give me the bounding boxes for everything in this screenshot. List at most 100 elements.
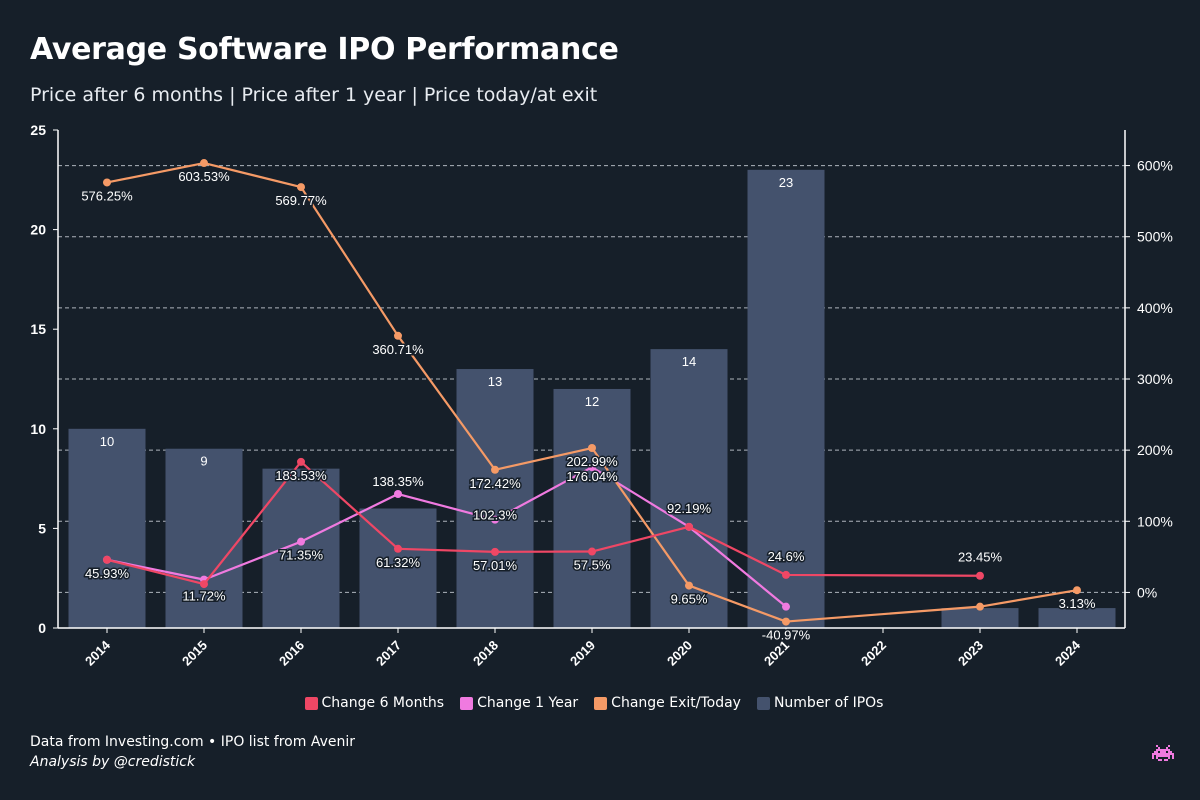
legend-label: Change 1 Year xyxy=(477,695,579,711)
bar-label: 10 xyxy=(100,434,114,449)
line-change-exit-point xyxy=(976,602,984,611)
line-change-1y-label: 138.35% xyxy=(372,474,424,489)
y-left-tick-label: 15 xyxy=(30,321,46,337)
line-change-exit-point xyxy=(103,178,111,187)
line-change-1y-point xyxy=(394,490,402,499)
bar xyxy=(68,428,146,628)
line-change-6m-label: 24.6% xyxy=(768,549,805,564)
y-right-tick-label: 0% xyxy=(1137,584,1157,600)
line-change-6m-label: 92.19% xyxy=(667,501,712,516)
y-right-tick-label: 300% xyxy=(1137,371,1173,387)
bar xyxy=(941,608,1019,628)
line-change-6m-label: 57.01% xyxy=(473,558,518,573)
bar xyxy=(359,508,437,628)
line-change-exit-point xyxy=(685,581,693,590)
credit-note: Analysis by @credistick xyxy=(30,754,196,770)
bar xyxy=(1038,608,1116,628)
line-change-6m-point xyxy=(491,547,499,556)
line-change-exit-point xyxy=(1073,586,1081,595)
legend: Change 6 Months Change 1 Year Change Exi… xyxy=(0,695,1188,711)
x-tick-label: 2017 xyxy=(373,638,404,669)
line-change-exit-label: 603.53% xyxy=(178,169,230,184)
line-change-6m-point xyxy=(394,544,402,553)
bar-label: 12 xyxy=(585,394,599,409)
bar xyxy=(747,169,825,628)
line-change-1y-point xyxy=(297,537,305,546)
line-change-exit-label: 360.71% xyxy=(372,342,424,357)
legend-item-change-1y[interactable]: Change 1 Year xyxy=(460,695,578,711)
x-tick-label: 2024 xyxy=(1052,637,1084,669)
x-tick-label: 2014 xyxy=(82,637,114,669)
chart-subtitle: Price after 6 months | Price after 1 yea… xyxy=(30,84,598,106)
bar xyxy=(456,369,534,628)
line-change-1y-label: 102.3% xyxy=(473,508,518,523)
bar-label: 13 xyxy=(488,374,502,389)
line-change-6m-point xyxy=(685,522,693,531)
line-change-exit-point xyxy=(297,183,305,192)
line-change-6m-point xyxy=(200,580,208,589)
line-change-1y-label: 45.93% xyxy=(85,566,130,581)
line-change-6m-point xyxy=(297,457,305,466)
y-left-tick-label: 25 xyxy=(30,122,46,138)
y-right-tick-label: 100% xyxy=(1137,513,1173,529)
line-change-exit-label: 9.65% xyxy=(671,592,708,607)
chart-title: Average Software IPO Performance xyxy=(30,32,619,67)
legend-item-change-6m[interactable]: Change 6 Months xyxy=(304,695,445,711)
bar xyxy=(165,448,243,628)
space-invader-icon xyxy=(1152,745,1174,761)
line-change-1y-point xyxy=(588,463,596,472)
bar-label: 23 xyxy=(779,175,793,190)
line-change-6m-label: 183.53% xyxy=(275,468,327,483)
line-change-1y-point xyxy=(782,602,790,611)
line-change-6m-label: 23.45% xyxy=(958,550,1003,565)
y-left-tick-label: 10 xyxy=(30,421,46,437)
line-change-exit-label: 569.77% xyxy=(275,193,327,208)
y-left-tick-label: 5 xyxy=(38,520,46,536)
legend-label: Change Exit/Today xyxy=(611,695,741,711)
x-tick-label: 2023 xyxy=(955,638,986,669)
line-change-1y-label: 71.35% xyxy=(279,548,324,563)
y-right-tick-label: 200% xyxy=(1137,442,1173,458)
line-change-exit-point xyxy=(588,444,596,453)
x-tick-label: 2018 xyxy=(470,638,501,669)
legend-label: Change 6 Months xyxy=(321,695,445,711)
line-change-exit-label: 3.13% xyxy=(1059,596,1096,611)
line-change-6m-label: 61.32% xyxy=(376,555,421,570)
y-left-tick-label: 0 xyxy=(38,620,46,636)
line-change-exit-point xyxy=(491,465,499,474)
legend-swatch-change-6m xyxy=(304,696,318,710)
legend-item-ipos[interactable]: Number of IPOs xyxy=(756,695,884,711)
line-change-6m-label: 11.72% xyxy=(182,589,226,604)
legend-swatch-change-exit xyxy=(594,696,608,710)
line-change-1y-point xyxy=(491,515,499,524)
x-tick-label: 2015 xyxy=(179,638,210,669)
legend-item-change-exit[interactable]: Change Exit/Today xyxy=(594,695,741,711)
line-change-exit-label: -40.97% xyxy=(762,628,811,643)
x-tick-label: 2016 xyxy=(276,638,307,669)
legend-label: Number of IPOs xyxy=(773,695,884,711)
bar-series xyxy=(68,169,1116,628)
x-tick-label: 2020 xyxy=(664,638,695,669)
line-change-6m-point xyxy=(976,571,984,580)
line-change-6m-point xyxy=(782,570,790,579)
y-right-tick-label: 500% xyxy=(1137,229,1173,245)
line-change-exit-label: 202.99% xyxy=(566,454,618,469)
bar xyxy=(650,349,728,628)
line-change-exit-point xyxy=(782,617,790,626)
line-change-exit xyxy=(106,161,1078,623)
line-change-6m-point xyxy=(588,547,596,556)
line-change-exit-point xyxy=(394,331,402,340)
y-right-tick-label: 400% xyxy=(1137,300,1173,316)
x-tick-label: 2022 xyxy=(858,638,889,669)
line-change-exit-label: 172.42% xyxy=(469,476,521,491)
bar xyxy=(553,388,631,628)
source-note: Data from Investing.com • IPO list from … xyxy=(30,734,356,750)
line-series xyxy=(103,159,1081,626)
line-change-6m-point xyxy=(103,555,111,564)
data-labels: 10 9 13 12 14 23 183.53% 61.32% 57.01% 57.5% 92.19… xyxy=(80,168,1098,645)
legend-swatch-change-1y xyxy=(460,696,474,710)
x-tick-label: 2019 xyxy=(567,638,598,669)
bar-label: 14 xyxy=(682,354,696,369)
line-change-1y xyxy=(106,466,787,608)
line-change-1y-label: 176.04% xyxy=(566,469,618,484)
